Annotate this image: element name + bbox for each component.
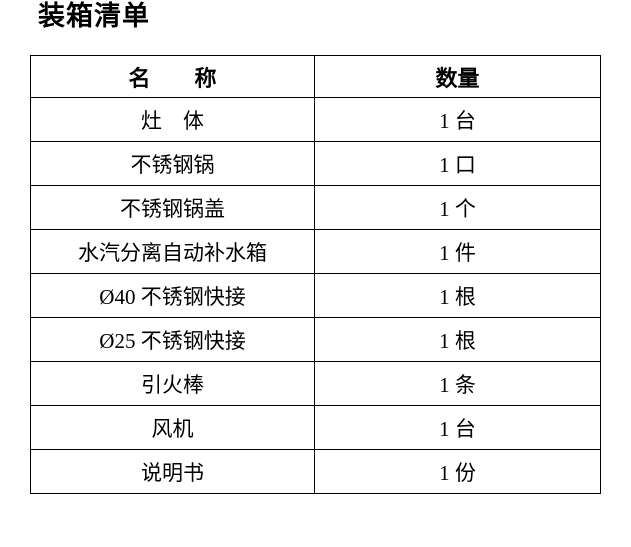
item-qty-cell: 1 件 xyxy=(314,229,601,274)
page-title: 装箱清单 xyxy=(38,1,150,31)
item-name-cell: Ø40 不锈钢快接 xyxy=(30,273,315,318)
item-name-cell: 不锈钢锅 xyxy=(30,141,315,186)
table-row: 说明书 1 份 xyxy=(30,449,601,494)
item-qty-cell: 1 份 xyxy=(314,449,601,494)
packing-list-table: 名 称 数量 灶 体 1 台 不锈钢锅 1 口 不锈钢锅盖 1 个 水汽分离自动… xyxy=(30,55,601,494)
column-header-name: 名 称 xyxy=(30,55,315,98)
item-qty-cell: 1 台 xyxy=(314,405,601,450)
item-qty-cell: 1 口 xyxy=(314,141,601,186)
item-name-cell: 风机 xyxy=(30,405,315,450)
item-name-cell: Ø25 不锈钢快接 xyxy=(30,317,315,362)
table-row: 引火棒 1 条 xyxy=(30,361,601,406)
table-row: 不锈钢锅盖 1 个 xyxy=(30,185,601,230)
table-header-row: 名 称 数量 xyxy=(30,55,601,98)
table-row: 水汽分离自动补水箱 1 件 xyxy=(30,229,601,274)
item-qty-cell: 1 台 xyxy=(314,97,601,142)
table-row: Ø25 不锈钢快接 1 根 xyxy=(30,317,601,362)
item-name-cell: 说明书 xyxy=(30,449,315,494)
table-row: 灶 体 1 台 xyxy=(30,97,601,142)
item-name-cell: 引火棒 xyxy=(30,361,315,406)
item-qty-cell: 1 根 xyxy=(314,273,601,318)
table-row: 风机 1 台 xyxy=(30,405,601,450)
item-qty-cell: 1 根 xyxy=(314,317,601,362)
table-row: 不锈钢锅 1 口 xyxy=(30,141,601,186)
item-qty-cell: 1 个 xyxy=(314,185,601,230)
item-name-cell: 灶 体 xyxy=(30,97,315,142)
item-qty-cell: 1 条 xyxy=(314,361,601,406)
column-header-qty: 数量 xyxy=(314,55,601,98)
table-row: Ø40 不锈钢快接 1 根 xyxy=(30,273,601,318)
item-name-cell: 不锈钢锅盖 xyxy=(30,185,315,230)
item-name-cell: 水汽分离自动补水箱 xyxy=(30,229,315,274)
